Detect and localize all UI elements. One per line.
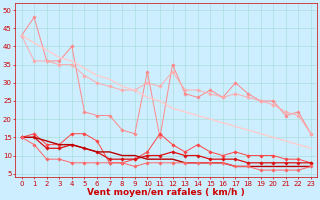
X-axis label: Vent moyen/en rafales ( km/h ): Vent moyen/en rafales ( km/h ) (87, 188, 245, 197)
